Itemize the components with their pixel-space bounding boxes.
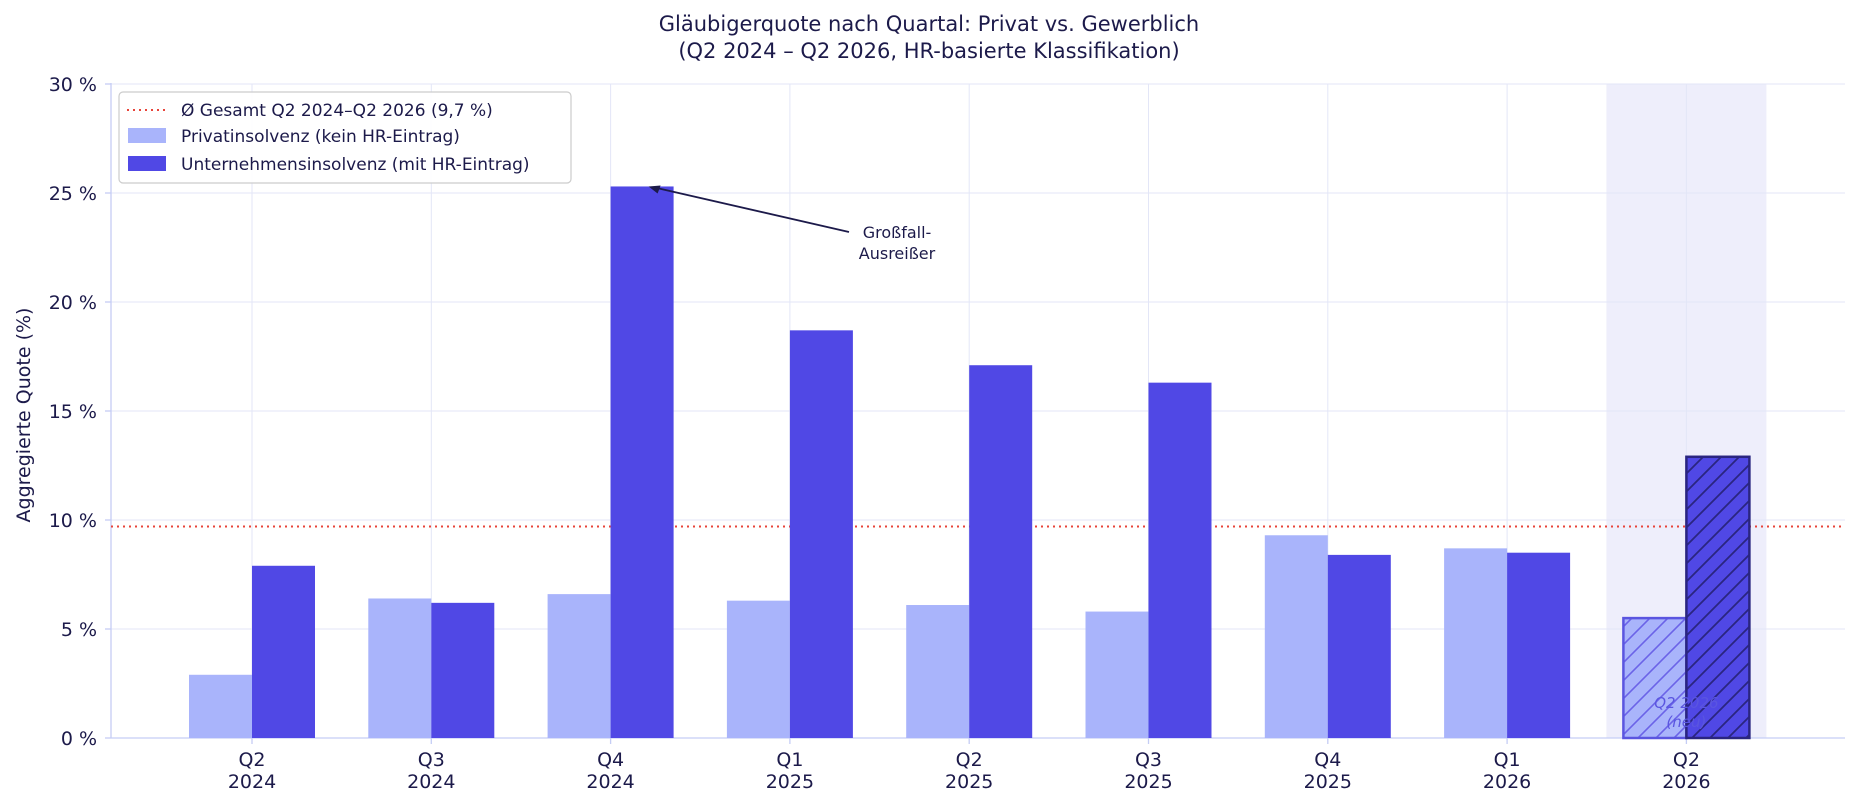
bar-privat [906,605,970,738]
bar-unternehmen [610,186,674,738]
bar-privat [189,674,252,738]
legend-label-reference: Ø Gesamt Q2 2024–Q2 2026 (9,7 %) [181,101,493,121]
highlight-label-line: Q2 2026 [1654,694,1718,712]
legend-swatch-series [128,156,166,171]
chart-subtitle: (Q2 2024 – Q2 2026, HR-basierte Klassifi… [678,39,1179,63]
legend-box [118,91,572,184]
y-tick-label: 10 % [49,510,97,532]
bar-unternehmen [789,330,853,738]
annotation-arrow-line [654,186,850,233]
y-tick-label: 0 % [61,728,97,750]
x-tick-label-line: Q4 [1314,749,1341,771]
bar-privat [547,594,611,738]
x-tick-label-line: 2025 [945,771,993,793]
y-tick-label: 5 % [61,619,97,641]
x-tick-label-line: Q2 [1673,749,1700,771]
x-tick-label: Q2 2025 [945,749,993,793]
bar-hatch-overlay [1685,455,1751,740]
x-tick-label: Q4 2025 [1304,749,1352,793]
bar-unternehmen [1507,552,1571,738]
x-tick-label-line: Q3 [1135,749,1162,771]
x-tick-label-line: Q4 [597,749,624,771]
x-tick-label-line: 2024 [586,771,634,793]
x-tick-label-line: Q3 [418,749,445,771]
bar-privat [1085,611,1149,738]
bar-hatch-overlay [1622,616,1688,740]
x-tick-label-line: Q2 [238,749,265,771]
y-tick-label: 30 % [49,74,97,96]
bar-privat [368,598,432,738]
x-tick-label: Q2 2024 [228,749,276,793]
y-axis-label: Aggregierte Quote (%) [13,308,35,523]
bar-unternehmen [431,602,495,738]
x-tick-label: Q3 2024 [407,749,455,793]
legend-label-series: Unternehmensinsolvenz (mit HR-Eintrag) [181,155,530,175]
annotation-arrowhead [648,185,661,194]
x-tick-label: Q2 2026 [1662,749,1710,793]
annotation-text-line: Ausreißer [859,244,936,263]
x-tick-label-line: Q2 [956,749,983,771]
x-tick-label: Q1 2026 [1483,749,1531,793]
x-tick-label-line: 2025 [766,771,814,793]
legend-swatch-series [128,128,166,143]
bar-unternehmen [1327,554,1391,738]
annotation-text: Großfall- Ausreißer [859,223,936,263]
bar-privat [726,600,790,738]
x-tick-label: Q3 2025 [1124,749,1172,793]
bar-privat [1264,535,1328,738]
x-tick-label-line: 2026 [1483,771,1531,793]
bar-privat [1444,548,1508,738]
y-tick-label: 15 % [49,401,97,423]
annotation-text-line: Großfall- [863,223,932,242]
x-tick-label-line: 2024 [228,771,276,793]
x-tick-label-line: 2026 [1662,771,1710,793]
x-tick-label-line: 2025 [1304,771,1352,793]
bar-unternehmen [1148,382,1212,738]
x-tick-label: Q1 2025 [766,749,814,793]
x-tick-label: Q4 2024 [586,749,634,793]
x-tick-label-line: Q1 [776,749,803,771]
y-tick-label: 20 % [49,292,97,314]
y-tick-label: 25 % [49,183,97,205]
bar-unternehmen [252,565,315,738]
highlight-label: Q2 2026 (neu) [1654,694,1718,731]
legend-label-series: Privatinsolvenz (kein HR-Eintrag) [181,127,460,147]
highlight-label-line: (neu) [1666,713,1706,731]
bar-unternehmen [969,365,1033,738]
x-tick-label-line: 2025 [1124,771,1172,793]
chart-title: Gläubigerquote nach Quartal: Privat vs. … [659,12,1199,36]
x-tick-label-line: Q1 [1494,749,1521,771]
x-tick-label-line: 2024 [407,771,455,793]
